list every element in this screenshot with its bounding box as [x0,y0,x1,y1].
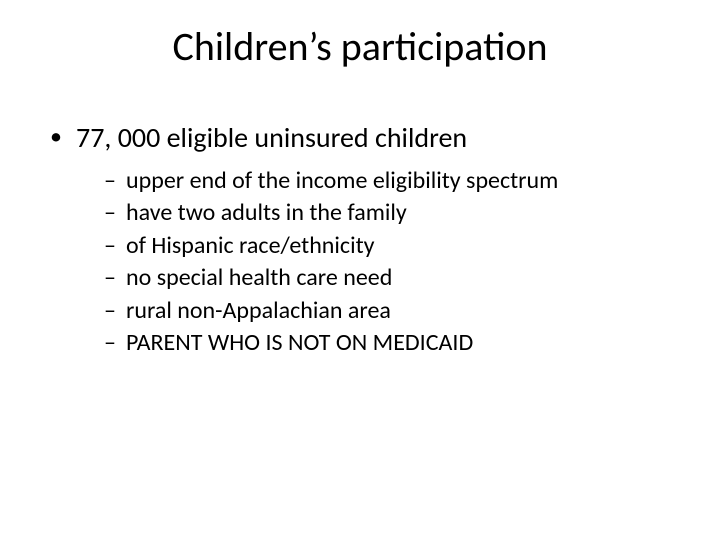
sub-bullet-list: upper end of the income eligibility spec… [48,165,672,359]
sub-bullet: PARENT WHO IS NOT ON MEDICAID [104,327,672,359]
sub-bullet: of Hispanic race/ethnicity [104,230,672,262]
sub-bullet: no special health care need [104,262,672,294]
sub-bullet: have two adults in the family [104,197,672,229]
slide: Children’s participation 77, 000 eligibl… [0,0,720,540]
sub-bullet: upper end of the income eligibility spec… [104,165,672,197]
slide-title: Children’s participation [0,22,720,71]
slide-body: 77, 000 eligible uninsured children uppe… [48,120,672,359]
bullet-main: 77, 000 eligible uninsured children [48,120,672,155]
sub-bullet: rural non-Appalachian area [104,295,672,327]
